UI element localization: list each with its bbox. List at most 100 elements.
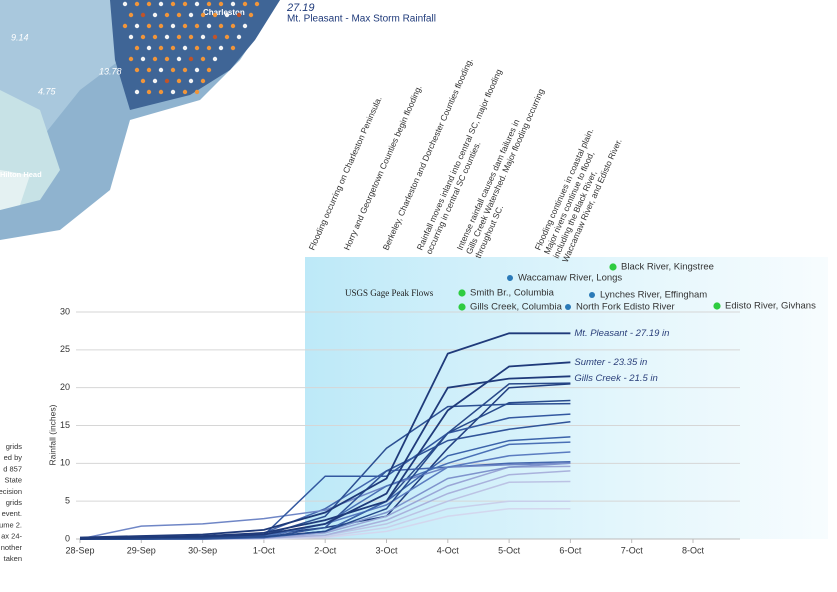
map-dot: [236, 12, 242, 18]
map-dot: [230, 45, 236, 51]
map-dot: [146, 1, 152, 7]
series-line: [80, 399, 571, 540]
map-dot: [236, 34, 242, 40]
map-dot: [224, 12, 230, 18]
gage-label: Waccamaw River, Longs: [518, 273, 622, 284]
map-value: 4.75: [38, 86, 57, 96]
map-dot: [164, 56, 170, 62]
map-dot: [146, 67, 152, 73]
map-dot: [230, 1, 236, 7]
x-tick-label: 1-Oct: [253, 545, 276, 555]
x-tick-label: 8-Oct: [682, 545, 705, 555]
map-dot: [212, 34, 218, 40]
map-dot: [146, 23, 152, 29]
annotation: Flooding continues in coastal plain.Majo…: [533, 125, 624, 264]
map-dot: [248, 12, 254, 18]
side-text: State: [4, 476, 22, 485]
map-dot: [158, 89, 164, 95]
map-value: 9.14: [11, 32, 29, 42]
map: 27.19 Mt. Pleasant - Max Storm Rainfall …: [0, 0, 436, 240]
gage-label: Gills Creek, Columbia: [470, 302, 563, 313]
y-axis-title: Rainfall (inches): [47, 404, 57, 465]
map-dot: [170, 23, 176, 29]
map-dot: [182, 23, 188, 29]
map-dot: [122, 1, 128, 7]
y-tick-label: 30: [60, 306, 70, 316]
y-tick-label: 10: [60, 458, 70, 468]
map-dot: [170, 89, 176, 95]
map-dot: [128, 34, 134, 40]
map-dot: [134, 1, 140, 7]
map-region: [110, 0, 280, 110]
map-dot: [206, 45, 212, 51]
map-dot: [182, 89, 188, 95]
gage-label: Lynches River, Effingham: [600, 290, 707, 301]
y-tick-label: 20: [60, 382, 70, 392]
map-dot: [194, 45, 200, 51]
x-tick-label: 30-Sep: [188, 545, 217, 555]
map-dot: [128, 56, 134, 62]
map-dot: [170, 1, 176, 7]
map-value: 13.78: [99, 66, 122, 76]
map-dot: [218, 45, 224, 51]
map-dot: [176, 78, 182, 84]
map-dot: [194, 23, 200, 29]
side-text: event.: [2, 509, 22, 518]
map-dot: [152, 56, 158, 62]
map-region: [0, 170, 30, 210]
map-dot: [194, 1, 200, 7]
x-tick-label: 29-Sep: [127, 545, 156, 555]
map-dot: [140, 78, 146, 84]
map-dot: [212, 12, 218, 18]
map-dot: [188, 34, 194, 40]
map-dot: [206, 67, 212, 73]
annotation-line: Horry and Georgetown Counties begin floo…: [342, 84, 424, 252]
x-tick-label: 28-Sep: [65, 545, 94, 555]
x-tick-label: 3-Oct: [375, 545, 398, 555]
map-dot: [134, 89, 140, 95]
side-text: ume 2.: [0, 520, 22, 529]
map-dot: [230, 23, 236, 29]
map-max-caption: Mt. Pleasant - Max Storm Rainfall: [287, 14, 436, 25]
series-label: Mt. Pleasant - 27.19 in: [574, 328, 669, 339]
map-city: Hilton Head: [0, 170, 42, 179]
map-dot: [176, 12, 182, 18]
map-dot: [200, 12, 206, 18]
y-tick-label: 15: [60, 420, 70, 430]
map-dot: [218, 23, 224, 29]
x-tick-label: 4-Oct: [437, 545, 460, 555]
map-dot: [182, 45, 188, 51]
series-label: Sumter - 23.35 in: [574, 357, 647, 368]
map-dot: [140, 12, 146, 18]
map-dot: [242, 1, 248, 7]
side-text: ecision: [0, 487, 22, 496]
series-line: [79, 332, 571, 539]
map-dot: [224, 34, 230, 40]
annotation: Flooding occurring on Charleston Peninsu…: [307, 95, 384, 252]
gage-point: [589, 292, 595, 298]
map-dot: [140, 56, 146, 62]
side-text: ed by: [4, 453, 23, 462]
side-text: nother: [1, 543, 23, 552]
map-dot: [134, 23, 140, 29]
series-line: [79, 462, 571, 540]
gage-point: [458, 303, 466, 311]
map-dot: [134, 45, 140, 51]
x-tick-label: 7-Oct: [621, 545, 644, 555]
map-dot: [158, 45, 164, 51]
gage-title: USGS Gage Peak Flows: [345, 288, 434, 298]
map-dot: [188, 56, 194, 62]
gage-label: Smith Br., Columbia: [470, 288, 555, 299]
map-dot: [194, 89, 200, 95]
map-dot: [152, 78, 158, 84]
map-dot: [164, 12, 170, 18]
map-dot: [158, 1, 164, 7]
map-dot: [200, 34, 206, 40]
map-city: Charleston: [203, 8, 245, 17]
map-dot: [170, 45, 176, 51]
x-tick-label: 5-Oct: [498, 545, 521, 555]
map-dot: [182, 67, 188, 73]
map-dot: [164, 78, 170, 84]
map-dot: [146, 45, 152, 51]
map-dot: [254, 1, 260, 7]
